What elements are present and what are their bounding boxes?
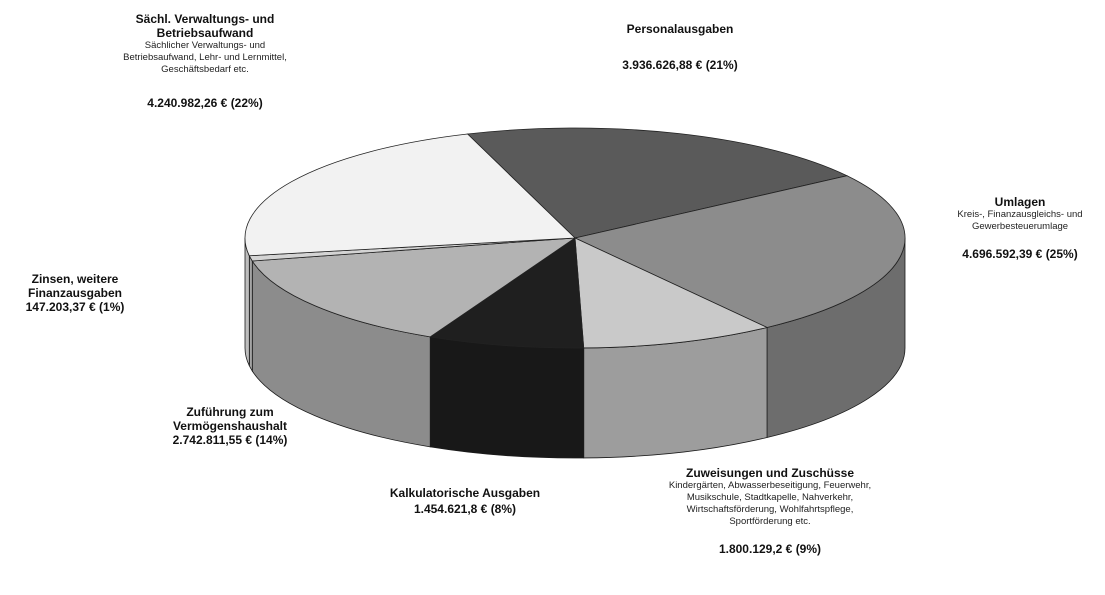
slice-name: Kalkulatorische Ausgaben: [389, 486, 541, 500]
slice-description: Sächlicher Verwaltungs- und Betriebsaufw…: [123, 40, 287, 75]
slice-value: 1.454.621,8 € (8%): [413, 502, 517, 516]
slice-name: Sächl. Verwaltungs- und Betriebsaufwand: [135, 12, 275, 40]
slice-label: Zuführung zum Vermögenshaushalt 2.742.811…: [140, 405, 320, 447]
slice-name: Zuführung zum Vermögenshaushalt: [172, 405, 288, 433]
slice-label: Sächl. Verwaltungs- und Betriebsaufwand S…: [100, 12, 310, 110]
slice-label: Umlagen Kreis-, Finanzausgleichs- und Gew…: [935, 195, 1105, 261]
slice-value: 2.742.811,55 € (14%): [172, 433, 288, 447]
slice-label: Personalausgaben 3.936.626,88 € (21%): [570, 22, 790, 72]
slice-label: Zinsen, weitere Finanzausgaben 147.203,37…: [0, 272, 150, 314]
slice-value: 3.936.626,88 € (21%): [622, 58, 738, 72]
slice: [466, 127, 849, 239]
slice-name: Zinsen, weitere Finanzausgaben: [27, 272, 122, 300]
slice: [429, 237, 585, 349]
slice-description: Kindergärten, Abwasserbeseitigung, Feuer…: [668, 480, 872, 527]
slice-side: [244, 237, 250, 366]
slice-value: 147.203,37 € (1%): [25, 300, 125, 314]
slice-side: [429, 336, 585, 459]
slice-label: Zuweisungen und Zuschüsse Kindergärten, A…: [655, 466, 885, 556]
slice-value: 1.800.129,2 € (9%): [718, 542, 822, 556]
slice: [573, 175, 906, 328]
slice-name: Umlagen: [994, 195, 1046, 209]
slice: [251, 237, 577, 338]
slice: [574, 237, 769, 349]
slice-value: 4.240.982,26 € (22%): [147, 96, 263, 110]
slice-label: Kalkulatorische Ausgaben 1.454.621,8 € (8…: [355, 486, 575, 516]
slice-description: Kreis-, Finanzausgleichs- und Gewerbeste…: [957, 209, 1083, 232]
slice: [244, 133, 576, 257]
slice-name: Zuweisungen und Zuschüsse: [685, 466, 855, 480]
slice-name: Personalausgaben: [626, 22, 734, 36]
slice-value: 4.696.592,39 € (25%): [962, 247, 1078, 261]
slice-side: [248, 255, 253, 373]
